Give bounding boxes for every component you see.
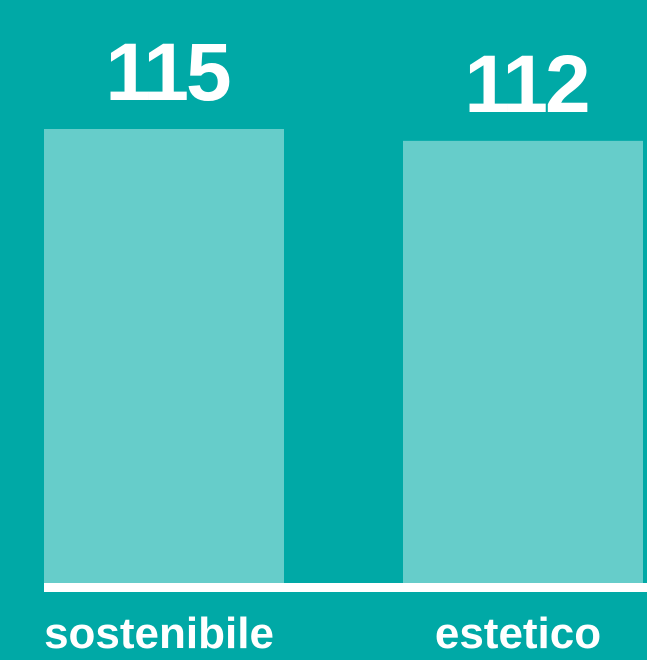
x-axis-baseline [44,583,647,592]
bar-sostenibile [44,129,284,583]
value-label-sostenibile: 115 [105,27,230,118]
value-label-estetico: 112 [464,39,588,130]
bar-estetico [403,140,643,583]
labels-layer: 115 sostenibile 112 estetico [44,27,601,658]
category-label-estetico: estetico [435,609,601,655]
bars-layer [44,129,643,583]
category-label-sostenibile: sostenibile [44,609,274,655]
